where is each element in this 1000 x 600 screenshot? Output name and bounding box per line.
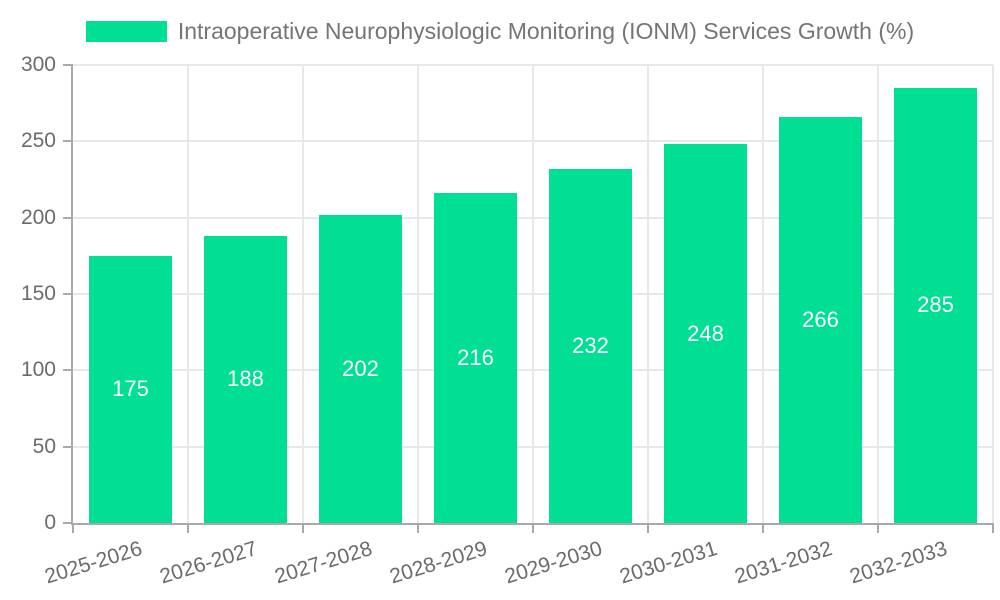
x-gridline [762,65,764,523]
x-gridline [647,65,649,523]
bar-value-label: 202 [342,355,379,381]
x-axis-tick-label: 2032-2033 [847,537,950,589]
x-gridline [532,65,534,523]
y-axis-tick-label: 200 [20,205,56,229]
x-gridline [992,65,994,523]
y-axis-tick-label: 0 [44,511,56,534]
y-axis-tick-label: 300 [20,53,56,76]
x-gridline [302,65,304,523]
bar[interactable]: 175 [89,255,172,523]
x-gridline [417,65,419,523]
x-gridline [877,65,879,523]
legend-item[interactable]: Intraoperative Neurophysiologic Monitori… [0,16,1000,46]
bar-value-label: 216 [457,345,494,371]
legend-swatch [85,20,167,42]
y-axis-tick-label: 250 [20,129,56,153]
x-axis-tick [417,523,419,533]
bar[interactable]: 285 [894,87,977,523]
x-axis-tick [647,523,649,533]
x-axis-tick-label: 2027-2028 [272,537,375,589]
x-axis-tick-label: 2030-2031 [617,537,720,589]
x-axis-tick [762,523,764,533]
y-axis-tick-label: 50 [32,434,56,458]
bar-value-label: 266 [802,306,839,332]
y-axis-line [71,65,73,525]
x-axis-tick [72,523,74,533]
y-axis-tick [63,64,73,66]
bar[interactable]: 202 [319,214,402,523]
y-axis-tick [63,293,73,295]
x-axis-tick [877,523,879,533]
x-axis-tick-label: 2029-2030 [502,537,605,589]
x-gridline [187,65,189,523]
x-axis-tick [532,523,534,533]
bar-value-label: 188 [227,366,264,392]
y-axis-tick [63,522,73,524]
bar[interactable]: 232 [549,168,632,523]
y-axis-tick-label: 150 [20,282,56,305]
x-axis-tick-label: 2031-2032 [732,537,835,589]
y-axis-tick [63,369,73,372]
y-axis-tick [63,140,73,143]
bar[interactable]: 216 [434,193,517,523]
bar-value-label: 232 [572,332,609,358]
y-axis-tick [63,445,73,448]
x-axis-tick [187,523,189,533]
x-axis-tick [992,523,994,533]
y-axis-tick-label: 100 [20,358,56,382]
legend-label: Intraoperative Neurophysiologic Monitori… [177,18,915,44]
bar[interactable]: 248 [664,144,747,523]
bar-value-label: 248 [687,320,724,346]
bar-value-label: 285 [917,292,954,318]
bar-value-label: 175 [112,376,149,402]
x-axis-tick [302,523,304,533]
x-axis-tick-label: 2028-2029 [387,537,490,589]
bar[interactable]: 266 [779,116,862,523]
bar[interactable]: 188 [204,235,287,523]
x-axis-tick-label: 2026-2027 [157,537,260,589]
y-axis-tick [63,216,73,219]
x-axis-tick-label: 2025-2026 [42,537,145,589]
